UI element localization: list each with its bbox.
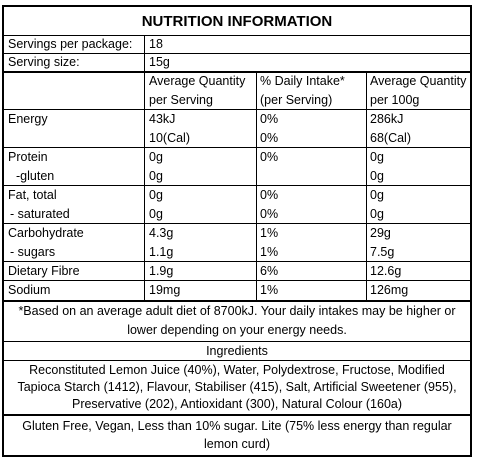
panel-title: NUTRITION INFORMATION (141, 13, 333, 30)
ingredients-line1: Reconstituted Lemon Juice (40%), Water, … (29, 363, 445, 377)
footnote-line1: *Based on an average adult diet of 8700k… (18, 304, 456, 318)
header-col3-line1: Average Quantity (370, 74, 467, 88)
servings-per-package-value: 18 (149, 37, 163, 51)
divider (4, 185, 470, 186)
divider (4, 147, 470, 148)
row-saturated-per100: 0g (370, 207, 384, 221)
column-divider (366, 71, 367, 301)
claims-line1: Gluten Free, Vegan, Less than 10% sugar.… (22, 419, 452, 433)
row-sodium-di: 1% (260, 283, 279, 297)
ingredients-line2: Tapioca Starch (1412), Flavour, Stabilis… (17, 380, 457, 394)
row-dietary-fibre-name: Dietary Fibre (8, 264, 80, 278)
row-energy-serving: 43kJ (149, 112, 176, 126)
row-protein-di: 0% (260, 150, 279, 164)
row-energy-per100: 286kJ (370, 112, 404, 126)
divider (4, 35, 470, 36)
divider (4, 414, 470, 416)
divider (4, 300, 470, 302)
row-energy-cal-serving: 10(Cal) (149, 131, 190, 145)
nutrition-panel: NUTRITION INFORMATION Servings per packa… (2, 5, 472, 457)
row-saturated-serving: 0g (149, 207, 163, 221)
ingredients-line3: Preservative (202), Antioxidant (300), N… (71, 397, 403, 411)
row-protein-name: Protein (8, 150, 48, 164)
row-fat-total-name: Fat, total (8, 188, 57, 202)
divider (4, 223, 470, 224)
row-gluten-name: -gluten (16, 169, 55, 183)
row-saturated-di: 0% (260, 207, 279, 221)
row-carbohydrate-name: Carbohydrate (8, 226, 84, 240)
servings-per-package-label: Servings per package: (8, 37, 133, 51)
header-col1-line2: per Serving (149, 93, 213, 107)
row-sugars-di: 1% (260, 245, 279, 259)
header-col1-line1: Average Quantity (149, 74, 246, 88)
row-energy-di: 0% (260, 112, 279, 126)
divider (4, 341, 470, 342)
row-energy-cal-per100: 68(Cal) (370, 131, 411, 145)
row-gluten-serving: 0g (149, 169, 163, 183)
ingredients-heading: Ingredients (206, 344, 268, 358)
claims-line2: lemon curd) (204, 437, 270, 451)
divider (4, 53, 470, 54)
header-col2-line2: (per Serving) (260, 93, 333, 107)
row-sugars-serving: 1.1g (149, 245, 174, 259)
footnote-line2: lower depending on your energy needs. (127, 323, 347, 337)
row-dietary-fibre-per100: 12.6g (370, 264, 402, 278)
row-sodium-name: Sodium (8, 283, 51, 297)
row-sugars-name: - sugars (10, 245, 56, 259)
serving-size-label: Serving size: (8, 55, 80, 69)
row-carbohydrate-per100: 29g (370, 226, 391, 240)
row-energy-cal-di: 0% (260, 131, 279, 145)
row-saturated-name: - saturated (10, 207, 70, 221)
header-col3-line2: per 100g (370, 93, 420, 107)
row-carbohydrate-serving: 4.3g (149, 226, 174, 240)
row-fat-total-serving: 0g (149, 188, 163, 202)
row-protein-per100: 0g (370, 150, 384, 164)
divider (4, 261, 470, 262)
row-dietary-fibre-di: 6% (260, 264, 279, 278)
row-sugars-per100: 7.5g (370, 245, 395, 259)
row-sodium-per100: 126mg (370, 283, 409, 297)
row-fat-total-di: 0% (260, 188, 279, 202)
row-protein-serving: 0g (149, 150, 163, 164)
row-sodium-serving: 19mg (149, 283, 181, 297)
row-energy-name: Energy (8, 112, 48, 126)
divider (4, 360, 470, 361)
row-carbohydrate-di: 1% (260, 226, 279, 240)
row-gluten-per100: 0g (370, 169, 384, 183)
row-dietary-fibre-serving: 1.9g (149, 264, 174, 278)
divider (4, 280, 470, 281)
column-divider (144, 35, 145, 301)
divider (4, 71, 470, 73)
serving-size-value: 15g (149, 55, 170, 69)
header-col2-line1: % Daily Intake* (260, 74, 345, 88)
divider (4, 109, 470, 110)
row-fat-total-per100: 0g (370, 188, 384, 202)
column-divider (256, 71, 257, 301)
